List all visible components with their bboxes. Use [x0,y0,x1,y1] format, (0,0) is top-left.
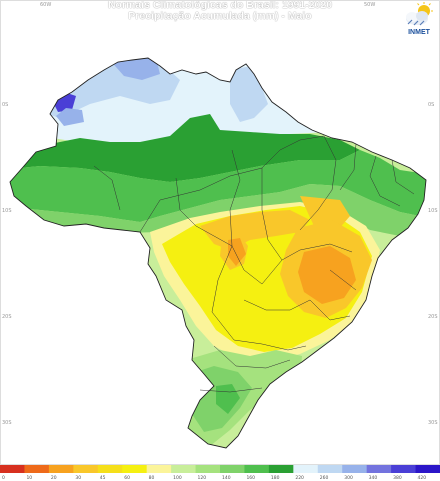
map-title: Normais Climatológicas do Brasil: 1991-2… [0,0,440,22]
color-scale-legend: 0 10 20 30 45 60 80 100 120 140 160 180 220 260 300 340… [0,465,440,481]
right-tick-label: 30S [428,420,438,426]
legend-label: 120 [198,475,207,481]
legend-label: 140 [222,475,231,481]
legend-label: 20 [51,475,57,481]
legend-swatch [48,465,74,473]
legend-swatch [97,465,123,473]
legend-label: 220 [295,475,304,481]
inmet-logo: INMET [400,2,438,36]
top-tick-label: 50W [364,2,375,8]
legend-swatch [293,465,319,473]
precipitation-map: 0S 10S 20S 30S 0S 10S 20S 30S 60W 50W [0,0,440,465]
legend-swatch [146,465,172,473]
left-tick-label: 0S [2,102,8,108]
legend-label: 160 [246,475,255,481]
legend-swatch [415,465,440,473]
right-tick-label: 0S [428,102,434,108]
legend-swatch [0,465,25,473]
legend-label: 300 [344,475,353,481]
legend-label: 30 [75,475,81,481]
legend-swatch [268,465,294,473]
legend-swatch [317,465,343,473]
legend-label: 380 [393,475,402,481]
legend-swatch [391,465,417,473]
legend-swatch [244,465,270,473]
legend-label: 45 [100,475,106,481]
legend-swatch [122,465,148,473]
legend-label: 100 [173,475,182,481]
legend-label: 10 [26,475,32,481]
title-line-2: Precipitação Acumulada (mm) - Maio [128,10,312,22]
legend-label: 340 [369,475,378,481]
legend-swatch [366,465,392,473]
legend-label: 260 [320,475,329,481]
top-tick-label: 60W [40,2,51,8]
left-tick-label: 10S [2,208,12,214]
left-tick-label: 30S [2,420,12,426]
state-borders [93,135,415,393]
legend-label: 180 [271,475,280,481]
inmet-logo-text: INMET [408,29,430,36]
inmet-cloud-sun-icon [406,2,433,26]
precipitation-field [10,58,426,448]
legend-swatch [220,465,245,473]
legend-label: 420 [418,475,427,481]
legend-label: 60 [124,475,130,481]
legend-swatch [24,465,50,473]
title-line-1: Normais Climatológicas do Brasil: 1991-2… [107,0,333,11]
legend-swatch [73,465,99,473]
legend-swatch [342,465,368,473]
left-tick-label: 20S [2,314,12,320]
legend-label: 80 [149,475,155,481]
legend-swatch [195,465,221,473]
right-tick-label: 20S [428,314,438,320]
right-tick-label: 10S [428,208,438,214]
legend-label: 0 [2,475,5,481]
legend-swatch [171,465,197,473]
